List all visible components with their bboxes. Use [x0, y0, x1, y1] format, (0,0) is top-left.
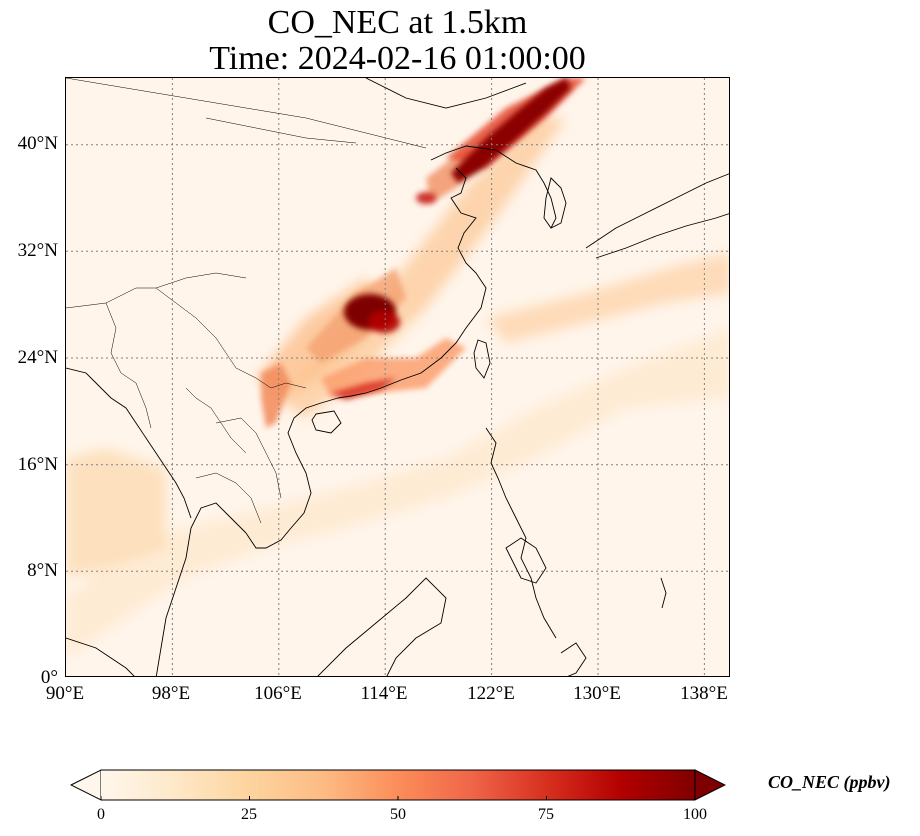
- co-field-high: [331, 78, 571, 400]
- y-tick-40n: 40°N: [17, 133, 58, 154]
- map-title-variable: CO_NEC at 1.5km: [267, 4, 528, 41]
- colorbar-tick-50: 50: [390, 806, 406, 823]
- map-borders: [66, 78, 427, 524]
- map-canvas: [66, 78, 729, 676]
- y-tick-16n: 16°N: [17, 454, 58, 475]
- colorbar-tick-100: 100: [683, 806, 707, 823]
- colorbar-gradient: [69, 769, 727, 801]
- map-gridlines: [66, 78, 729, 676]
- map-title-time: Time: 2024-02-16 01:00:00: [209, 40, 586, 77]
- x-tick-138e: 138°E: [680, 683, 728, 704]
- x-tick-98e: 98°E: [151, 683, 191, 704]
- colorbar-extend-max: [694, 769, 727, 801]
- colorbar-tick-25: 25: [241, 806, 257, 823]
- colorbar-tick-75: 75: [538, 806, 554, 823]
- colorbar: [69, 769, 727, 801]
- y-tick-32n: 32°N: [17, 240, 58, 261]
- x-tick-114e: 114°E: [360, 683, 408, 704]
- y-tick-24n: 24°N: [17, 347, 58, 368]
- x-tick-90e: 90°E: [45, 683, 85, 704]
- map-coastlines: [66, 78, 729, 676]
- map-plot-area: [65, 77, 730, 677]
- y-tick-0: 0°: [40, 667, 58, 688]
- colorbar-tick-0: 0: [97, 806, 105, 823]
- colorbar-extend-min: [69, 769, 102, 801]
- y-tick-8n: 8°N: [27, 560, 58, 581]
- colorbar-label: CO_NEC (ppbv): [768, 772, 891, 792]
- x-tick-130e: 130°E: [573, 683, 621, 704]
- x-tick-122e: 122°E: [467, 683, 515, 704]
- x-tick-106e: 106°E: [254, 683, 302, 704]
